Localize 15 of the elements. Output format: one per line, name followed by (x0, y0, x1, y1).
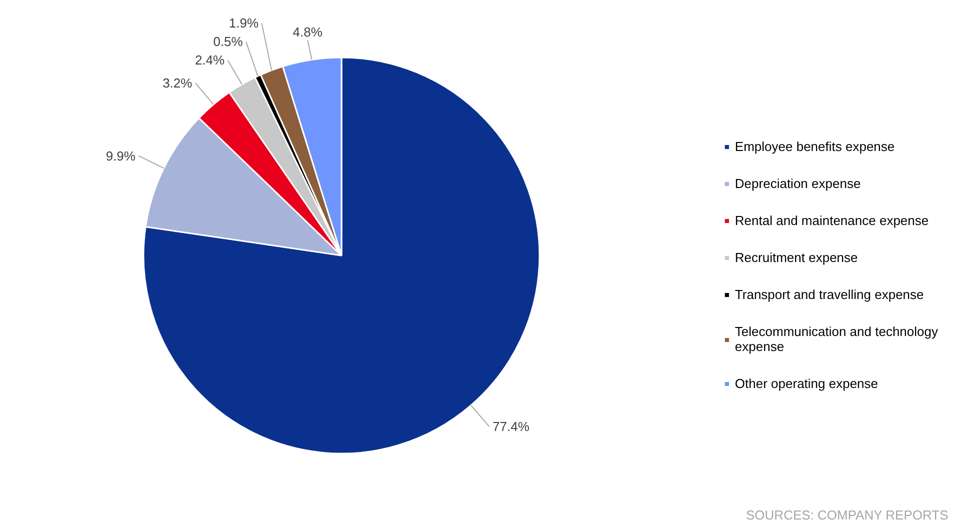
source-note: SOURCES: COMPANY REPORTS (746, 508, 949, 522)
data-label: 3.2% (162, 76, 193, 91)
legend-label: Recruitment expense (734, 250, 858, 265)
legend-label: Transport and travelling expense (734, 287, 924, 302)
legend-label: Telecommunication and technology expense (734, 324, 938, 354)
legend-label: Employee benefits expense (734, 139, 895, 154)
data-label: 4.8% (292, 24, 323, 40)
data-label: 77.4% (492, 419, 530, 434)
data-label: 2.4% (194, 52, 226, 68)
data-label: 9.9% (106, 148, 136, 164)
legend-label: Depreciation expense (734, 176, 861, 191)
data-label: 1.9% (228, 16, 259, 31)
data-label: 0.5% (213, 34, 244, 50)
legend-label: Other operating expense (734, 376, 878, 391)
legend-label: Rental and maintenance expense (734, 213, 929, 228)
